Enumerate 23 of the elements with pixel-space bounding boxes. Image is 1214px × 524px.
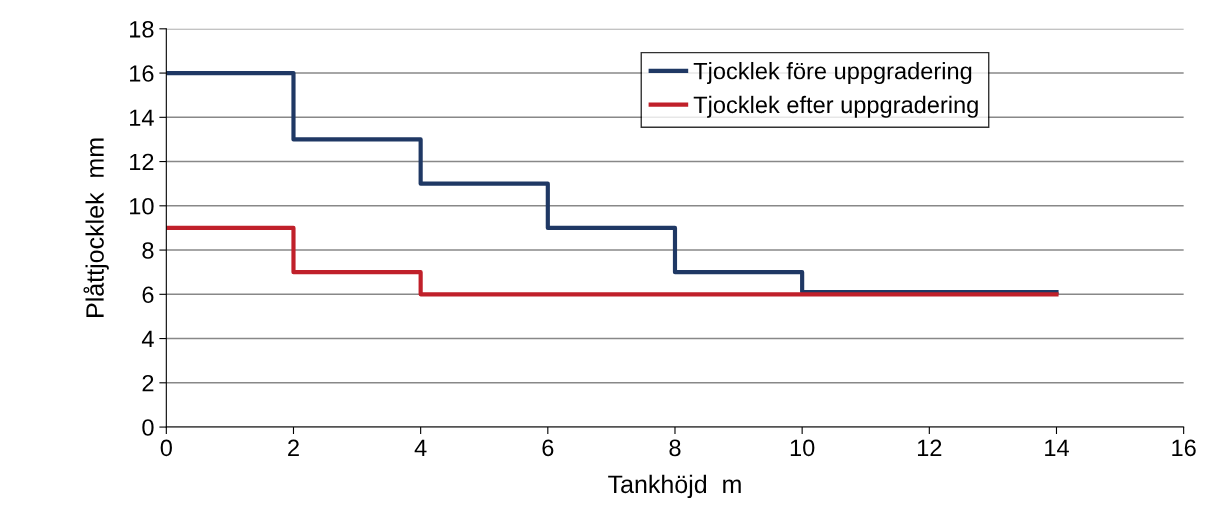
y-tick-label: 14 [130,109,154,126]
x-tick-label: 16 [1172,439,1196,457]
y-tick-label: 10 [130,197,154,215]
y-tick-label: 4 [141,330,154,348]
y-tick-label: 6 [142,286,154,304]
x-tick-label: 4 [414,439,427,456]
x-tick-label: 14 [1045,439,1069,456]
y-tick-label: 16 [130,65,154,82]
y-tick-label: 0 [142,419,154,436]
y-tick-label: 12 [130,153,154,171]
y-tick-label: 2 [142,374,154,392]
x-tick-label: 10 [790,439,815,457]
y-tick-label: 8 [142,242,154,259]
x-tick-label: 6 [542,439,554,457]
legend-label: Tjocklek före uppgradering [693,62,972,85]
x-tick-label: 8 [669,439,681,457]
y-axis-title: Plåttjocklek mm [83,138,109,317]
x-tick-label: 12 [917,439,942,456]
x-tick-label: 2 [288,439,299,456]
y-tick-label: 18 [130,20,154,38]
legend-label: Tjocklek efter uppgradering [693,95,978,118]
x-tick-label: 0 [160,439,172,457]
x-axis-title: Tankhöjd m [608,474,741,499]
